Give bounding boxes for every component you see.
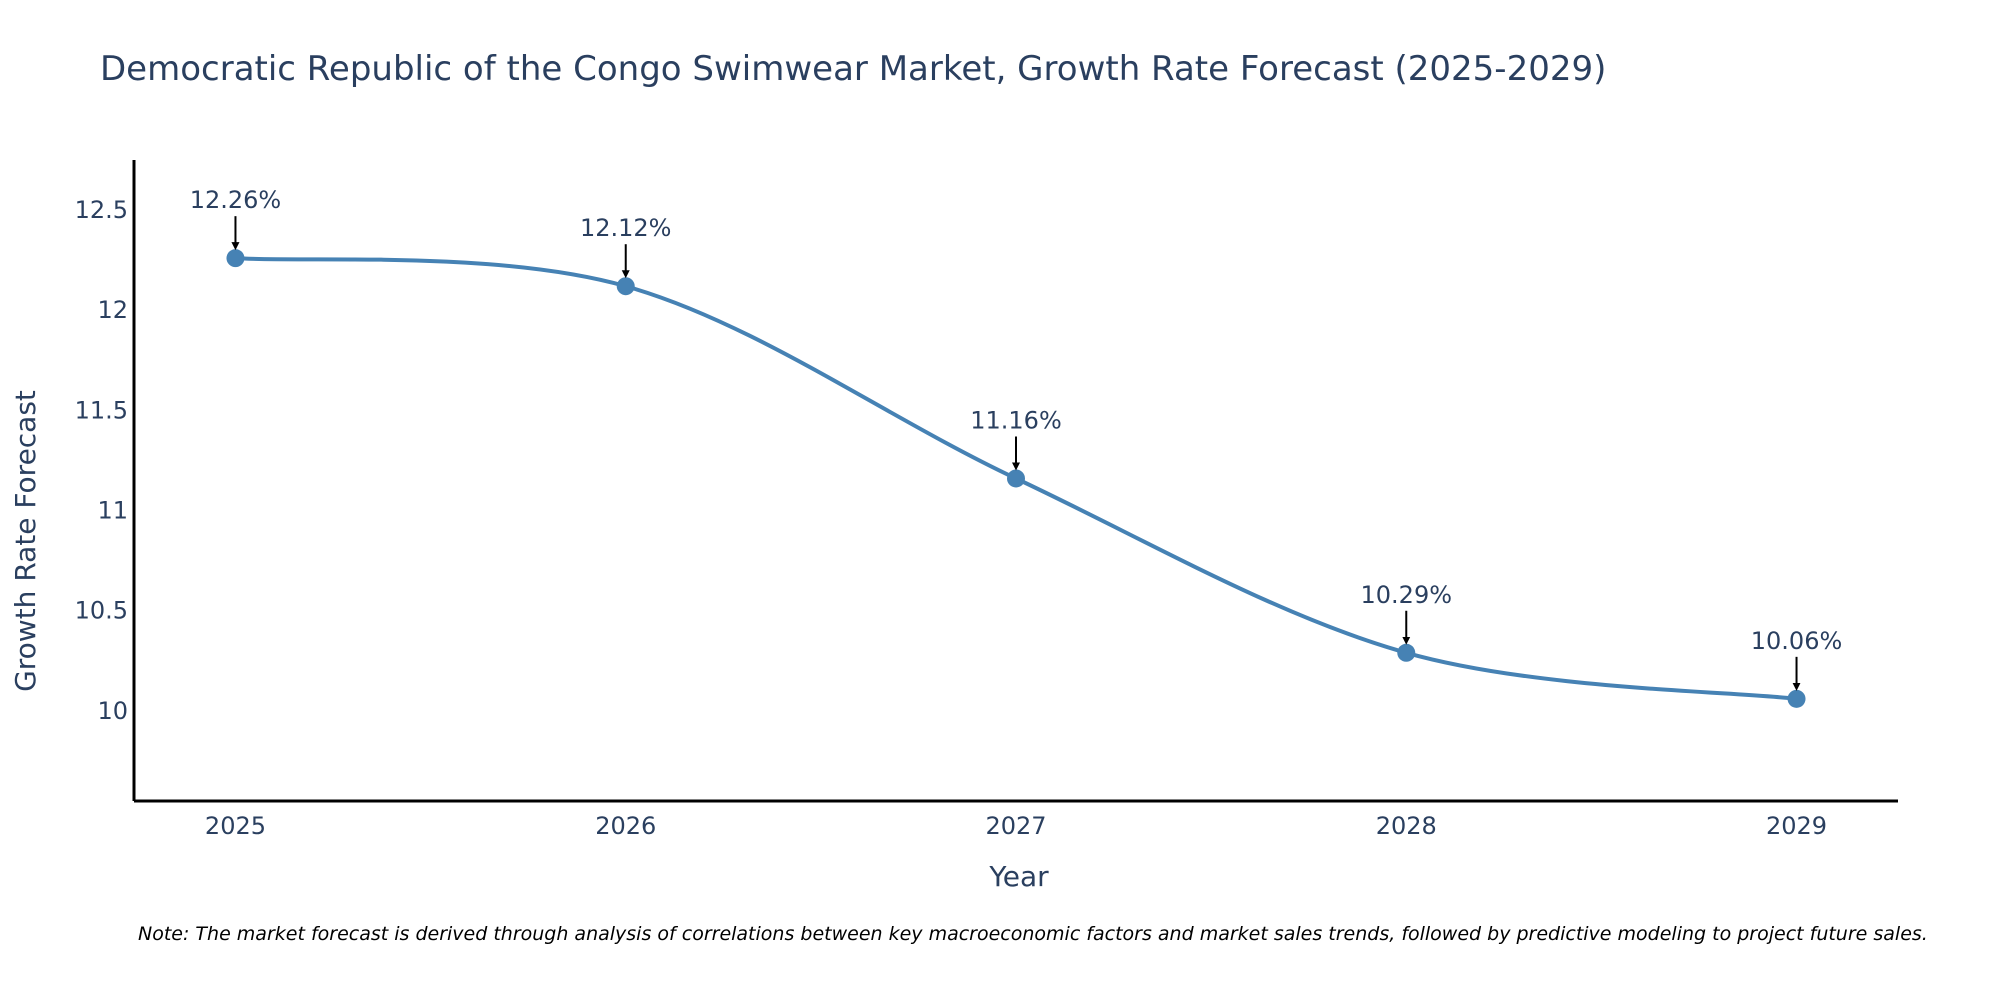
chart-title: Democratic Republic of the Congo Swimwea… xyxy=(100,49,1606,89)
plot-area: 10 10.5 11 11.5 12 12.5 2025 2026 2027 2028 2029 12… xyxy=(75,160,1898,840)
data-label: 12.26% xyxy=(190,186,282,214)
data-label: 10.29% xyxy=(1361,581,1453,609)
y-tick-label: 12 xyxy=(97,296,128,324)
data-label: 11.16% xyxy=(970,406,1062,434)
data-point xyxy=(616,277,635,296)
y-tick-label: 10 xyxy=(97,697,128,725)
x-axis-title: Year xyxy=(988,860,1049,893)
data-point xyxy=(1787,689,1806,708)
x-tick-label: 2028 xyxy=(1376,812,1437,840)
x-tick-label: 2026 xyxy=(595,812,656,840)
data-point xyxy=(1397,643,1416,662)
x-tick-label: 2029 xyxy=(1766,812,1827,840)
data-point xyxy=(226,249,245,268)
y-tick-label: 12.5 xyxy=(75,196,128,224)
x-tick-label: 2025 xyxy=(205,812,266,840)
y-tick-label: 11 xyxy=(97,497,128,525)
data-point xyxy=(1007,469,1025,488)
x-tick-label: 2027 xyxy=(985,812,1046,840)
y-tick-label: 11.5 xyxy=(75,396,128,424)
y-tick-label: 10.5 xyxy=(75,597,128,625)
data-label: 12.12% xyxy=(580,214,672,242)
data-label: 10.06% xyxy=(1751,627,1843,655)
y-axis-title: Growth Rate Forecast xyxy=(9,390,42,692)
footnote: Note: The market forecast is derived thr… xyxy=(138,923,1928,945)
